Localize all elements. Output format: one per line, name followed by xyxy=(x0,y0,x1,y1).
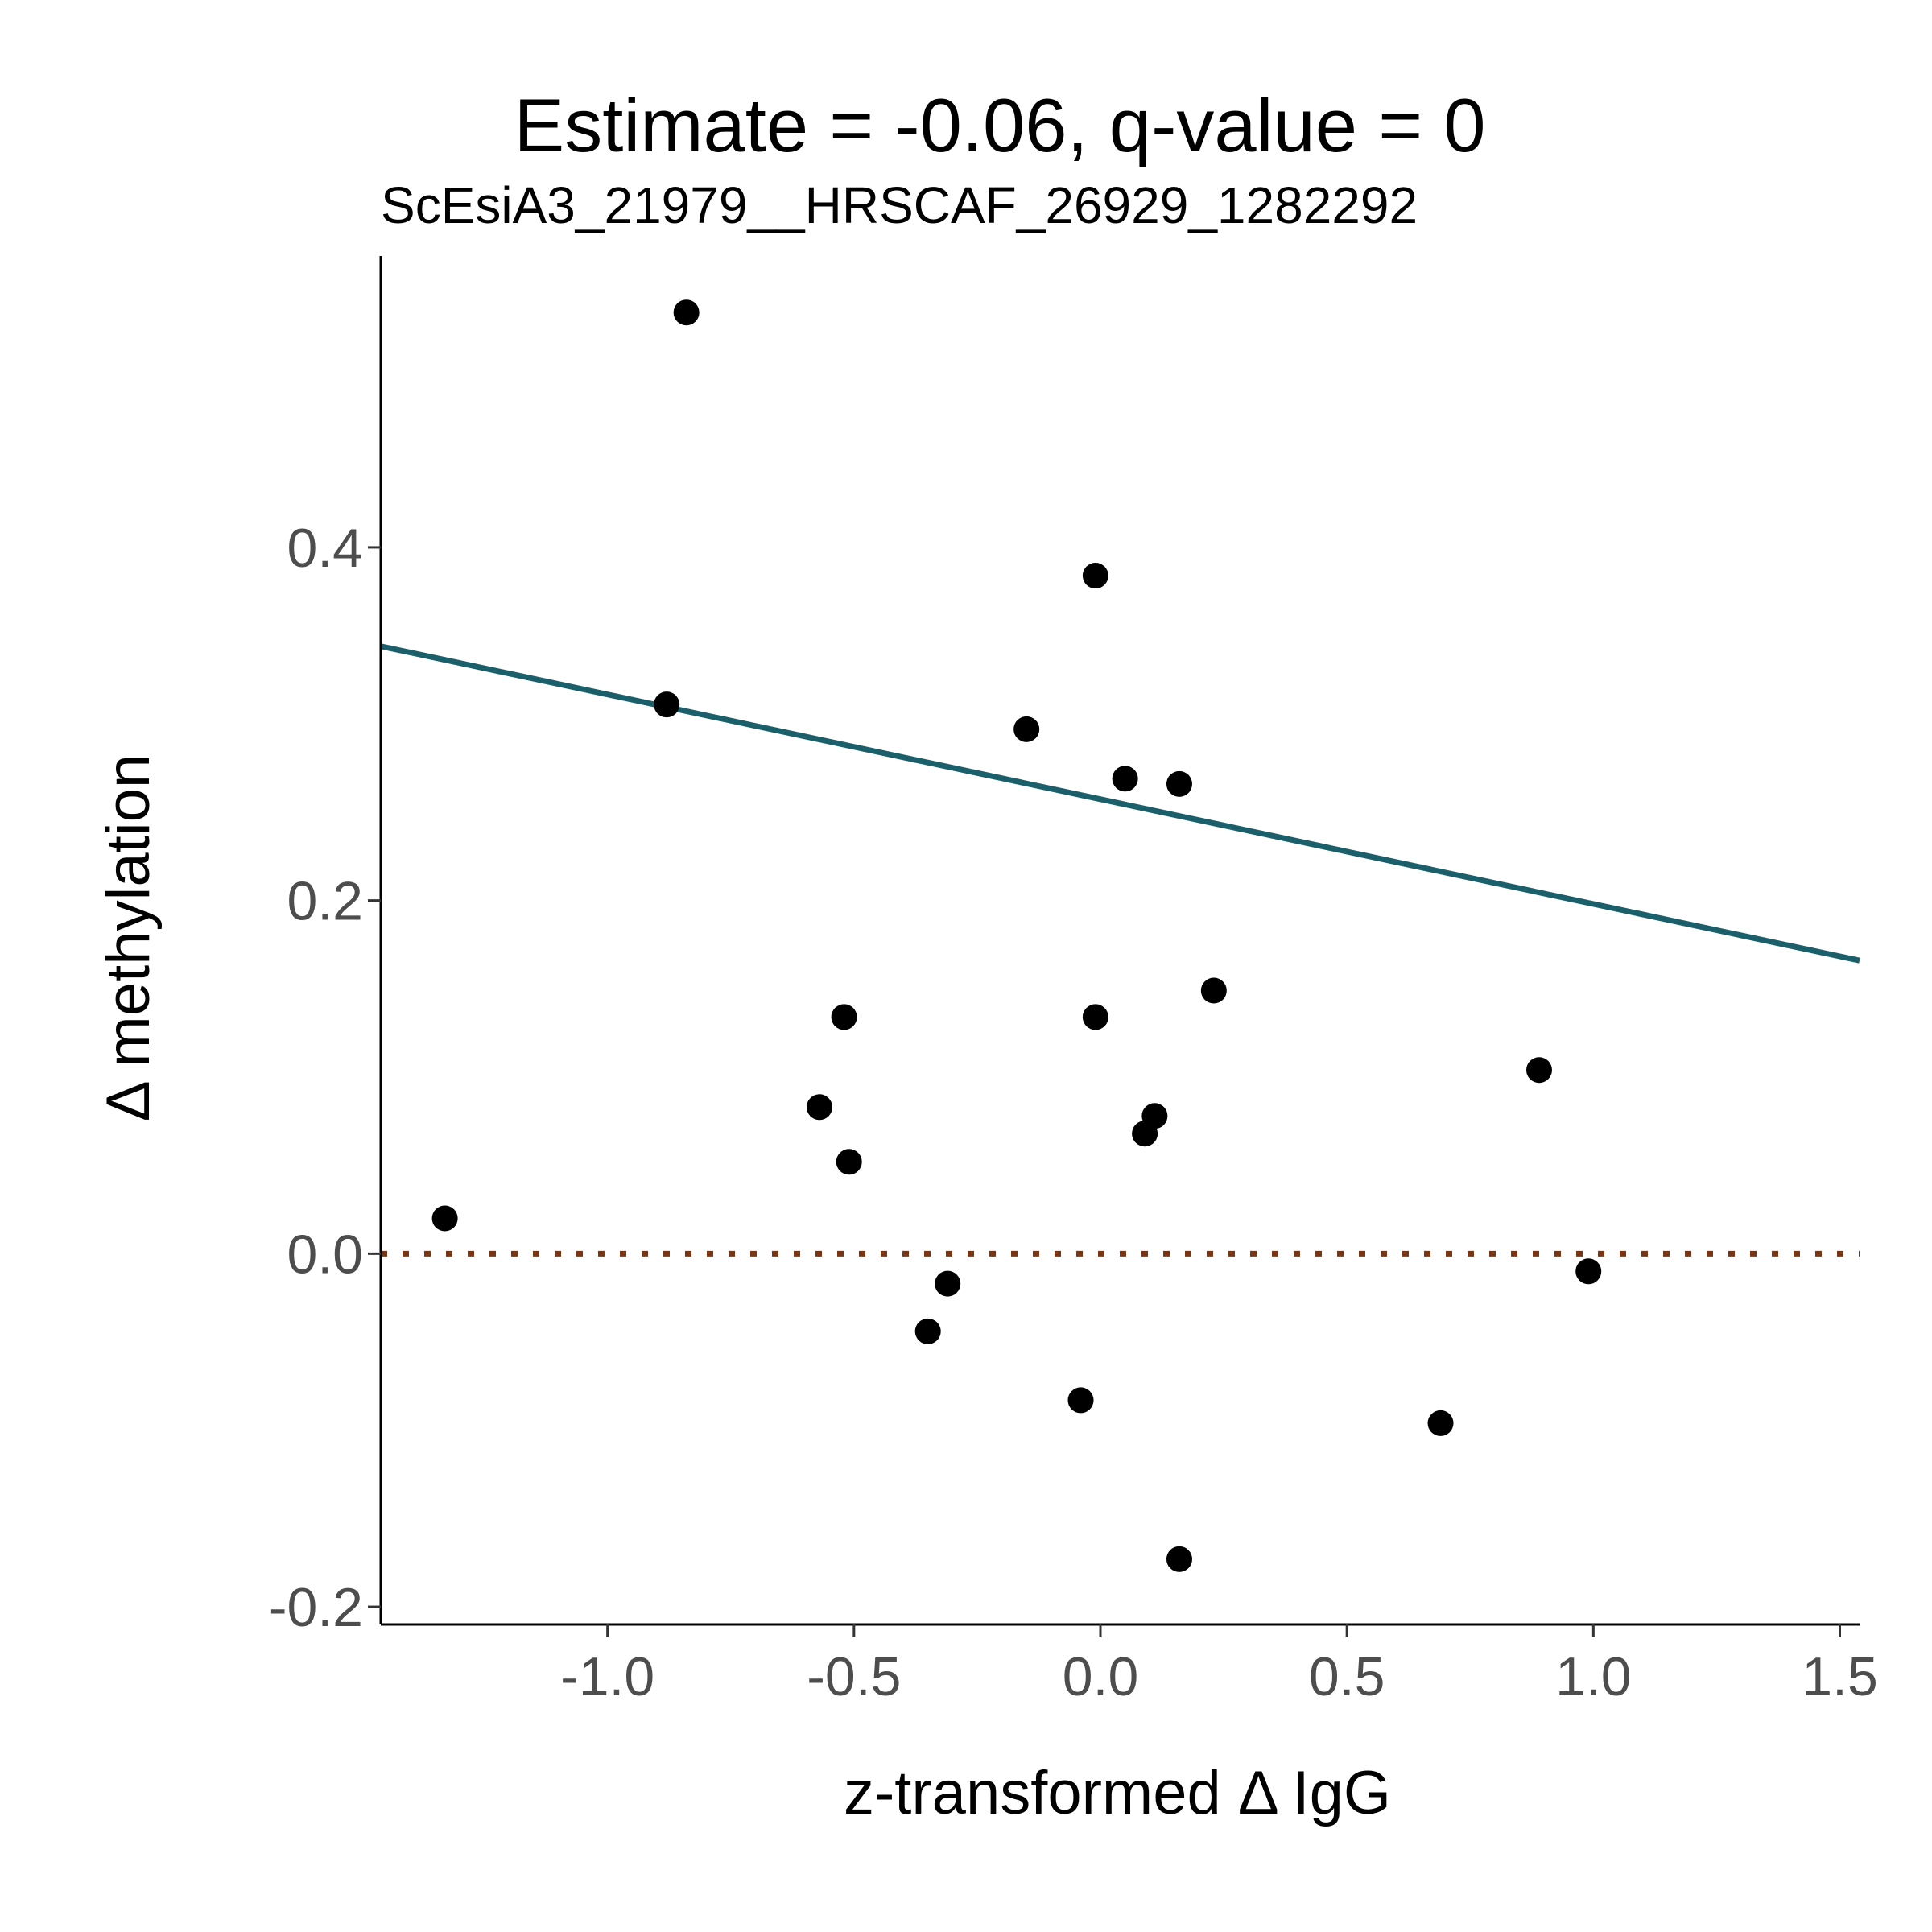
data-point-15 xyxy=(1132,1121,1158,1147)
data-point-6 xyxy=(935,1270,961,1297)
data-point-19 xyxy=(1525,1057,1552,1084)
data-point-5 xyxy=(836,1149,862,1175)
data-point-3 xyxy=(831,1004,857,1030)
points-layer xyxy=(431,299,1602,1572)
data-point-12 xyxy=(1082,1004,1108,1030)
data-point-17 xyxy=(1166,1546,1192,1572)
regression-line-layer xyxy=(380,643,1860,964)
x-ticks-layer: -1.0 -0.5 0.0 0.5 1.0 1.5 xyxy=(560,1624,1878,1707)
data-point-16 xyxy=(1067,1387,1094,1414)
data-point-1 xyxy=(673,299,700,326)
y-axis-title: Δ methylation xyxy=(94,754,163,1121)
data-point-0 xyxy=(431,1205,458,1232)
x-axis-title: z-transformed Δ IgG xyxy=(844,1759,1391,1827)
y-tick-label: 0.0 xyxy=(287,1224,363,1285)
chart-title: Estimate = -0.06, q-value = 0 xyxy=(514,83,1486,167)
data-point-18 xyxy=(1427,1410,1454,1436)
x-tick-label: 1.0 xyxy=(1555,1646,1632,1707)
regression-line xyxy=(380,643,1860,964)
x-tick-label: -0.5 xyxy=(807,1646,901,1707)
y-tick-label: 0.2 xyxy=(287,871,363,932)
x-tick-label: 0.0 xyxy=(1063,1646,1139,1707)
data-point-2 xyxy=(654,691,680,718)
data-point-4 xyxy=(806,1094,832,1121)
data-point-10 xyxy=(1112,766,1138,792)
y-tick-label: -0.2 xyxy=(269,1577,363,1638)
y-ticks-layer: -0.2 0.0 0.2 0.4 xyxy=(269,518,381,1638)
data-point-11 xyxy=(1166,770,1192,797)
data-point-20 xyxy=(1575,1258,1602,1285)
data-point-8 xyxy=(1013,716,1040,742)
chart-subtitle: ScEsiA3_21979__HRSCAF_26929_1282292 xyxy=(381,176,1418,234)
data-point-9 xyxy=(1082,563,1108,589)
x-tick-label: 0.5 xyxy=(1309,1646,1385,1707)
x-tick-label: -1.0 xyxy=(560,1646,654,1707)
x-tick-label: 1.5 xyxy=(1802,1646,1878,1707)
data-point-7 xyxy=(914,1318,941,1344)
data-point-13 xyxy=(1200,977,1227,1004)
y-tick-label: 0.4 xyxy=(287,518,363,579)
axes-layer xyxy=(379,256,1860,1626)
